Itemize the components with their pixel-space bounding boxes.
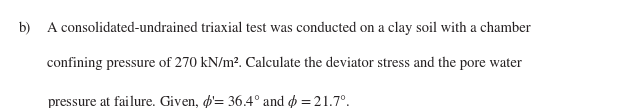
Text: confining pressure of 270 kN/m². Calculate the deviator stress and the pore wate: confining pressure of 270 kN/m². Calcula… [47,56,522,70]
Text: b): b) [19,22,31,35]
Text: pressure at failure. Given, $\phi$'= 36.4° and $\phi$ = 21.7°.: pressure at failure. Given, $\phi$'= 36.… [47,93,351,108]
Text: A consolidated-undrained triaxial test was conducted on a clay soil with a chamb: A consolidated-undrained triaxial test w… [47,22,531,35]
